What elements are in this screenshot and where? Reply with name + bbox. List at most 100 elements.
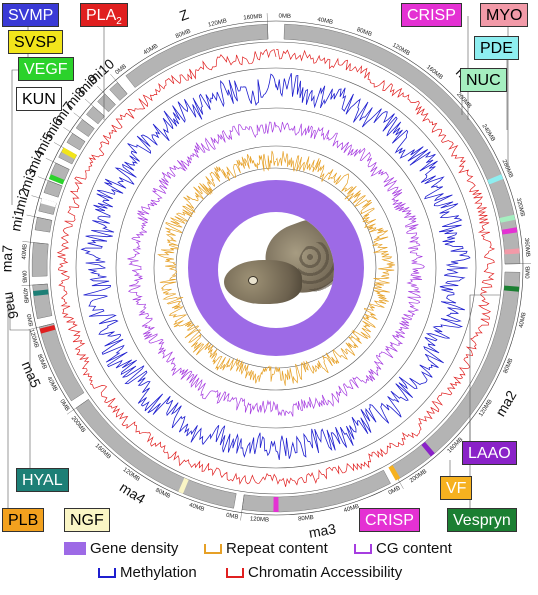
venom-marker-3: [61, 147, 77, 160]
label-connector-9: [9, 295, 31, 470]
venom-marker-1: [48, 174, 65, 185]
separator-ma4: [67, 399, 89, 415]
legend-item-cg-content: CG content: [354, 540, 452, 557]
venom-label-ngf: NGF: [64, 508, 110, 532]
tick-label-ma4-0: 0MB: [226, 513, 239, 521]
venom-marker-12: [504, 248, 520, 255]
venom-marker-11: [499, 214, 516, 223]
tick-label-ma3-1: 40MB: [343, 504, 360, 514]
snake-photo: [218, 212, 334, 328]
ideogram-ma5: [38, 323, 85, 402]
methylation-track: [80, 72, 471, 460]
ideogram-mi6: [66, 132, 86, 151]
venom-marker-2: [40, 198, 57, 208]
separator-ma7: [22, 241, 49, 245]
venom-marker-6: [388, 465, 401, 481]
ideogram-mi10: [109, 82, 128, 101]
venom-label-vespryn: Vespryn: [447, 508, 517, 532]
legend-label: CG content: [376, 540, 452, 557]
chromosome-label-ma6: ma6: [2, 291, 22, 320]
venom-marker-0: [39, 324, 56, 334]
venom-label-hyal: HYAL: [16, 468, 69, 492]
legend-item-repeat-content: Repeat content: [204, 540, 328, 557]
tick-label-ma2-0: 0MB: [525, 266, 531, 278]
track-guide-circle-3: [75, 67, 477, 469]
ideogram-Z: [125, 23, 269, 88]
chromatin-accessibility-track: [56, 48, 496, 487]
ideogram-mi3: [43, 180, 63, 198]
venom-label-kun: KUN: [16, 87, 62, 111]
tick-label-ma2-1: 40MB: [519, 312, 528, 329]
repeat-content-swatch: [204, 543, 222, 554]
venom-label-myo: MYO: [480, 3, 529, 27]
tick-label-ma4-2: 80MB: [154, 488, 171, 500]
legend-label: Gene density: [90, 540, 179, 557]
track-guide-circle-1: [153, 145, 399, 391]
legend-label: Repeat content: [226, 540, 328, 557]
separator-mi4: [45, 158, 70, 170]
cg-content-swatch: [354, 543, 372, 554]
tick-label-Z-4: 160MB: [243, 14, 262, 22]
separator-ma5: [28, 323, 54, 330]
tick-label-ma3-0: 0MB: [388, 485, 402, 496]
gene-density-swatch: [64, 542, 86, 555]
ideogram-mi9: [97, 93, 116, 113]
tick-label-Z-2: 80MB: [175, 29, 192, 40]
track-guide-circle-4: [49, 41, 503, 495]
separator-mi9: [97, 85, 116, 105]
tick-label-Z-0: 0MB: [114, 64, 127, 76]
chromosome-label-ma2: ma2: [492, 387, 520, 419]
tick-label-ma6-1: 40MB: [21, 288, 29, 304]
track-guide-circle-2: [115, 107, 437, 429]
venom-label-svmp: SVMP: [2, 3, 60, 27]
tick-label-ma6-0: 0MB: [25, 314, 33, 327]
tick-label-Z-1: 40MB: [143, 43, 160, 56]
tick-label-ma5-3: 120MB: [28, 329, 39, 349]
legend-label: Methylation: [120, 564, 197, 581]
venom-label-laao: LAAO: [462, 441, 517, 465]
legend-item-methylation: Methylation: [98, 564, 197, 581]
tick-label-ma1-1: 40MB: [317, 17, 334, 26]
snake-pattern: [298, 242, 334, 292]
tick-label-ma3-2: 80MB: [298, 515, 314, 523]
tick-label-ma1-9: 360MB: [523, 238, 531, 257]
ideogram-mi8: [86, 105, 105, 125]
ideogram-ma3: [241, 469, 391, 513]
venom-marker-13: [503, 285, 520, 292]
tick-label-ma5-1: 40MB: [46, 376, 59, 393]
label-connector-8: [469, 294, 500, 510]
tick-label-ma5-0: 0MB: [58, 399, 70, 413]
legend-item-gene-density: Gene density: [64, 540, 178, 557]
ideogram-ma6: [32, 283, 53, 320]
tick-label-ma4-1: 40MB: [188, 502, 205, 513]
venom-marker-9: [33, 289, 49, 297]
ideogram-mi1: [34, 216, 53, 233]
cg-content-track: [127, 121, 425, 417]
tick-label-ma2-5: 200MB: [409, 469, 428, 485]
tick-label-ma3-3: 120MB: [250, 516, 269, 523]
separator-mi1: [26, 214, 53, 221]
chromosome-label-Z: Z: [177, 6, 191, 24]
venom-marker-4: [501, 227, 518, 235]
tick-label-ma2-3: 120MB: [478, 399, 494, 418]
snake-head-shape: [224, 260, 302, 304]
venom-marker-8: [178, 477, 189, 494]
methylation-swatch: [98, 567, 116, 578]
separator-ma3: [240, 494, 245, 521]
ideogram-ma7: [31, 242, 49, 277]
venom-marker-5: [421, 441, 435, 457]
snake-eye: [248, 276, 258, 285]
venom-label-plb: PLB: [2, 508, 45, 532]
tick-label-ma5-2: 80MB: [36, 353, 47, 370]
tick-label-ma1-8: 320MB: [515, 197, 525, 217]
venom-label-pde: PDE: [474, 36, 519, 60]
tick-label-ma1-2: 80MB: [356, 27, 373, 38]
outer-boundary: [28, 20, 524, 516]
chromosome-label-mi2: mi2: [11, 187, 32, 213]
separator-ma6: [21, 283, 48, 286]
venom-marker-10: [487, 174, 504, 185]
tick-label-Z-3: 120MB: [208, 18, 228, 28]
venom-label-vegf: VEGF: [18, 57, 74, 81]
venom-label-svsp: SVSP: [8, 30, 63, 54]
